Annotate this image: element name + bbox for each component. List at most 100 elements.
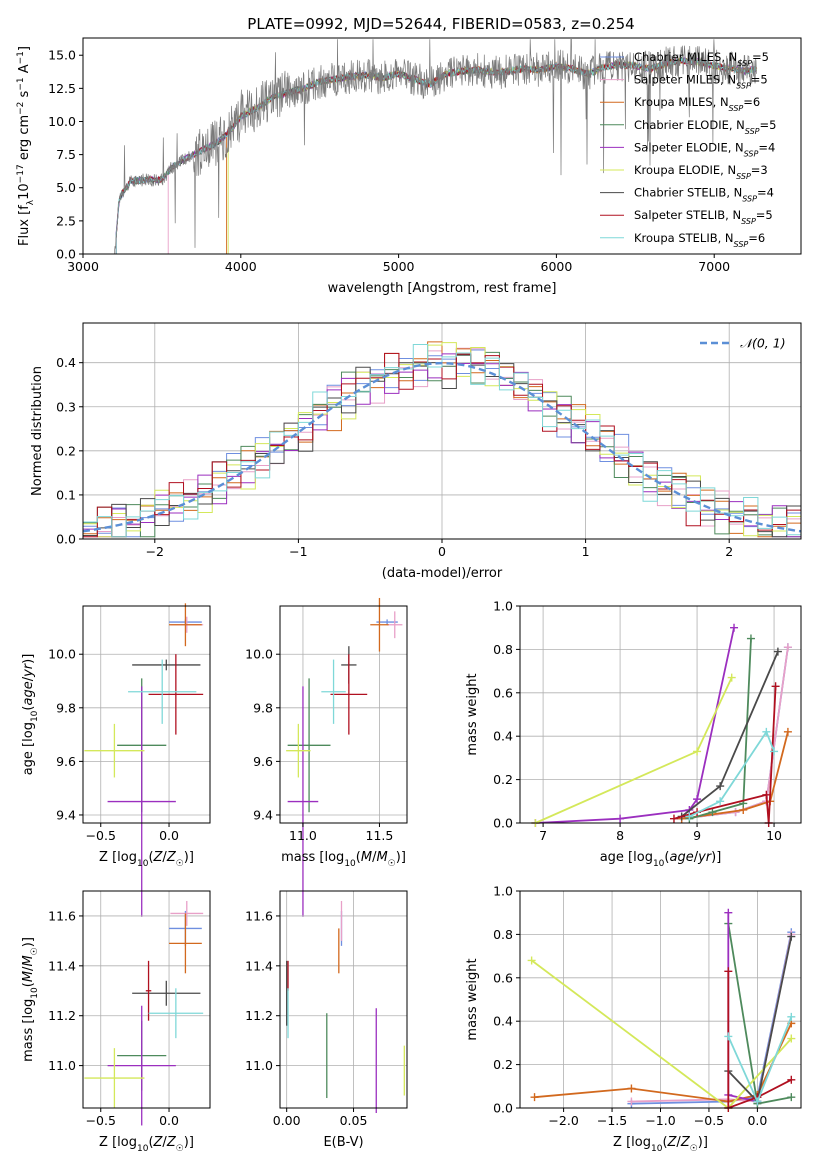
x-tick-label: 9	[693, 828, 701, 843]
mass-weight-marker	[727, 673, 736, 682]
y-axis-label: mass weight	[465, 958, 480, 1040]
mass-weight-marker	[787, 932, 796, 941]
y-tick-label: 12.5	[48, 81, 76, 96]
x-tick-label: 8	[616, 828, 624, 843]
y-tick-label: 0.6	[493, 685, 513, 700]
y-axis-label: Flux [fλ10−17 erg cm−2 s−1 A−1]	[16, 46, 36, 246]
x-axis-label: (data-model)/error	[382, 566, 503, 581]
x-axis-label: Z [log10(Z/Z☉)]	[99, 1135, 194, 1154]
mass-weight-marker	[746, 634, 755, 643]
x-axis-label: Z [log10(Z/Z☉)]	[99, 850, 194, 869]
y-tick-label: 11.4	[245, 958, 273, 973]
y-axis-label: age [log10(age/yr)]	[21, 654, 40, 776]
age-vs-metallicity-panel: −0.5 0.0 9.4 9.6 9.8 10.0 Z [log10(Z/Z☉)] age […	[21, 603, 211, 917]
mass-weight-line	[681, 651, 779, 818]
y-tick-label: 0.1	[56, 487, 76, 502]
y-tick-label: 0.0	[493, 816, 513, 831]
axes-frame	[82, 37, 802, 255]
y-tick-label: 10.0	[245, 647, 273, 662]
x-tick-label: 11.0	[289, 828, 317, 843]
age-vs-mass-panel-plot	[286, 597, 403, 917]
y-tick-label: 0.3	[56, 399, 76, 414]
x-tick-label: −1.5	[597, 1113, 627, 1128]
histogram-legend: 𝒩(0, 1)	[700, 336, 786, 351]
y-tick-label: 9.8	[253, 700, 273, 715]
axes-frame	[279, 890, 408, 1109]
x-axis-label: E(B-V)	[323, 1135, 363, 1150]
y-tick-label: 11.4	[48, 958, 76, 973]
y-tick-label: 1.0	[493, 599, 513, 614]
y-tick-label: 0.8	[493, 642, 513, 657]
x-tick-label: 10	[766, 828, 782, 843]
mass-weight-marker	[669, 814, 678, 823]
x-tick-label: 4000	[225, 259, 257, 274]
y-tick-label: 0.0	[56, 532, 76, 547]
x-tick-label: −2.0	[548, 1113, 578, 1128]
y-tick-label: 11.2	[245, 1008, 273, 1023]
mass-weight-marker	[783, 643, 792, 652]
x-tick-label: 0.00	[273, 1113, 301, 1128]
y-tick-label: 0.2	[493, 772, 513, 787]
x-tick-label: 5000	[383, 259, 415, 274]
y-tick-label: 0.8	[493, 927, 513, 942]
mass-weight-marker	[771, 682, 780, 691]
residual-histogram-panel-plot	[82, 341, 802, 538]
mass-weight-marker	[527, 956, 536, 965]
legend-entry: Salpeter ELODIE, NSSP=4	[634, 140, 775, 158]
axes-frame	[519, 605, 802, 824]
x-tick-label: 0.0	[747, 1113, 767, 1128]
y-tick-label: 0.0	[493, 1101, 513, 1116]
legend-entry: Chabrier MILES, NSSP=5	[634, 50, 769, 68]
x-tick-label: −2	[146, 544, 164, 559]
spectrum-panel-plot	[114, 38, 758, 255]
residual-histogram-step	[83, 352, 801, 538]
mass-weight-line	[535, 627, 735, 824]
mass-vs-extinction-panel: 0.00 0.05 11.0 11.2 11.4 11.6 E(B-V)	[245, 890, 408, 1150]
x-tick-label: 0.05	[340, 1113, 368, 1128]
mass-weight-marker	[762, 790, 771, 799]
x-tick-label: 2	[725, 544, 733, 559]
x-tick-label: −0.5	[86, 1113, 116, 1128]
axes-frame	[82, 890, 211, 1109]
legend-entry: Chabrier STELIB, NSSP=4	[634, 186, 774, 204]
figure-title: PLATE=0992, MJD=52644, FIBERID=0583, z=0…	[247, 15, 634, 33]
y-tick-label: 0.4	[493, 729, 513, 744]
y-axis-label: mass [log10(M/M☉)]	[21, 937, 40, 1062]
mass-weight-vs-age-panel: 7 8 9 10 0.0 0.2 0.4 0.6 0.8 1.0 mass weight age [l…	[465, 599, 802, 869]
mass-weight-line	[531, 959, 792, 1110]
x-axis-label: mass [log10(M/M☉)]	[281, 850, 406, 869]
x-tick-label: 0.0	[159, 828, 179, 843]
mass-weight-marker	[693, 795, 702, 804]
mass-weight-marker	[530, 1093, 539, 1102]
y-tick-label: 11.6	[245, 908, 273, 923]
y-tick-label: 15.0	[48, 48, 76, 63]
mass-weight-line	[727, 936, 793, 1104]
mass-weight-marker	[770, 747, 779, 756]
legend-entry: Kroupa STELIB, NSSP=6	[634, 231, 765, 249]
x-tick-label: 3000	[67, 259, 99, 274]
spectrum-panel: 3000 4000 5000 6000 7000 0.0 2.5 5.0 7.5 10.0 12.5…	[16, 37, 802, 296]
x-tick-label: 11.5	[366, 828, 394, 843]
x-axis-label: age [log10(age/yr)]	[600, 850, 722, 869]
mass-weight-marker	[730, 623, 739, 632]
mass-vs-metallicity-panel-plot	[84, 900, 204, 1126]
legend-entry: 𝒩(0, 1)	[740, 336, 786, 351]
y-tick-label: 0.2	[493, 1057, 513, 1072]
x-tick-label: 0	[438, 544, 446, 559]
residual-histogram-step	[83, 342, 801, 538]
x-tick-label: −0.5	[694, 1113, 724, 1128]
y-tick-label: 11.2	[48, 1008, 76, 1023]
x-tick-label: −0.5	[86, 828, 116, 843]
mass-weight-marker	[716, 782, 725, 791]
x-tick-label: 7	[539, 828, 547, 843]
y-tick-label: 9.6	[56, 754, 76, 769]
mass-weight-marker	[753, 1097, 762, 1106]
x-tick-label: 7000	[698, 259, 730, 274]
legend-entry: Kroupa MILES, NSSP=6	[634, 95, 760, 113]
mass-weight-marker	[783, 727, 792, 736]
mass-vs-metallicity-panel: −0.5 0.0 11.0 11.2 11.4 11.6 Z [log10(Z/Z☉)] ma…	[21, 890, 211, 1154]
legend-entry: Salpeter STELIB, NSSP=5	[634, 208, 773, 226]
mass-weight-marker	[708, 808, 717, 817]
mass-weight-marker	[787, 1093, 796, 1102]
